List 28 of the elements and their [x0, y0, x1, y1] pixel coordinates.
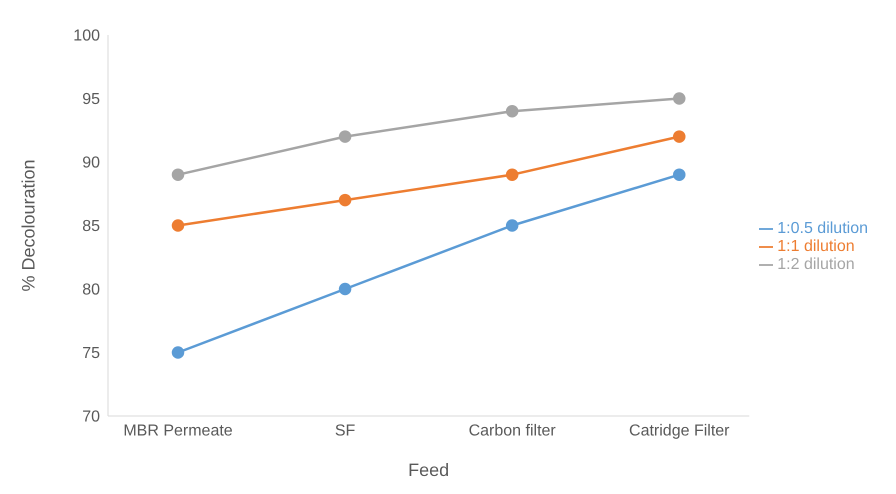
- y-tick-label: 90: [82, 154, 100, 172]
- point: [172, 219, 184, 232]
- point: [338, 194, 352, 206]
- y-tick-label: 95: [82, 91, 100, 108]
- legend-label: 1:1 dilution: [777, 238, 855, 255]
- y-axis-title: % Decolouration: [18, 159, 38, 292]
- point: [172, 346, 184, 359]
- x-tick-label: Catridge Filter: [629, 422, 730, 440]
- point: [506, 104, 518, 118]
- point: [673, 130, 686, 143]
- legend-label: 1:0.5 dilution: [777, 220, 868, 237]
- point: [172, 168, 184, 181]
- legend-label: 1:2 dilution: [777, 256, 855, 273]
- point: [338, 130, 352, 143]
- y-tick-label: 75: [82, 345, 100, 362]
- y-tick-label: 80: [82, 282, 100, 299]
- y-tick-label: 70: [82, 408, 100, 426]
- x-tick-label: SF: [334, 422, 356, 440]
- point: [506, 168, 518, 181]
- y-tick-label: 85: [82, 218, 100, 236]
- x-tick-label: Carbon filter: [468, 422, 556, 440]
- x-tick-label: MBR Permeate: [123, 422, 233, 440]
- point: [673, 168, 686, 181]
- y-tick-label: 100: [73, 28, 100, 45]
- point: [506, 219, 518, 232]
- point: [673, 92, 686, 105]
- x-axis-title: Feed: [408, 460, 450, 480]
- point: [338, 282, 352, 296]
